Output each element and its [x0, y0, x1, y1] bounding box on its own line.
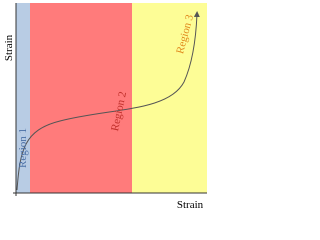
diagram: Strain Strain Region 1 Region 2 Region 3: [3, 3, 207, 211]
y-axis-label: Strain: [3, 34, 15, 61]
x-axis-label: Strain: [177, 199, 204, 211]
region-3-band: [132, 3, 207, 193]
region-label: Region 1: [17, 128, 29, 168]
region-1-band: [16, 3, 30, 193]
region-2-band: [30, 3, 132, 193]
curve: [16, 11, 200, 191]
